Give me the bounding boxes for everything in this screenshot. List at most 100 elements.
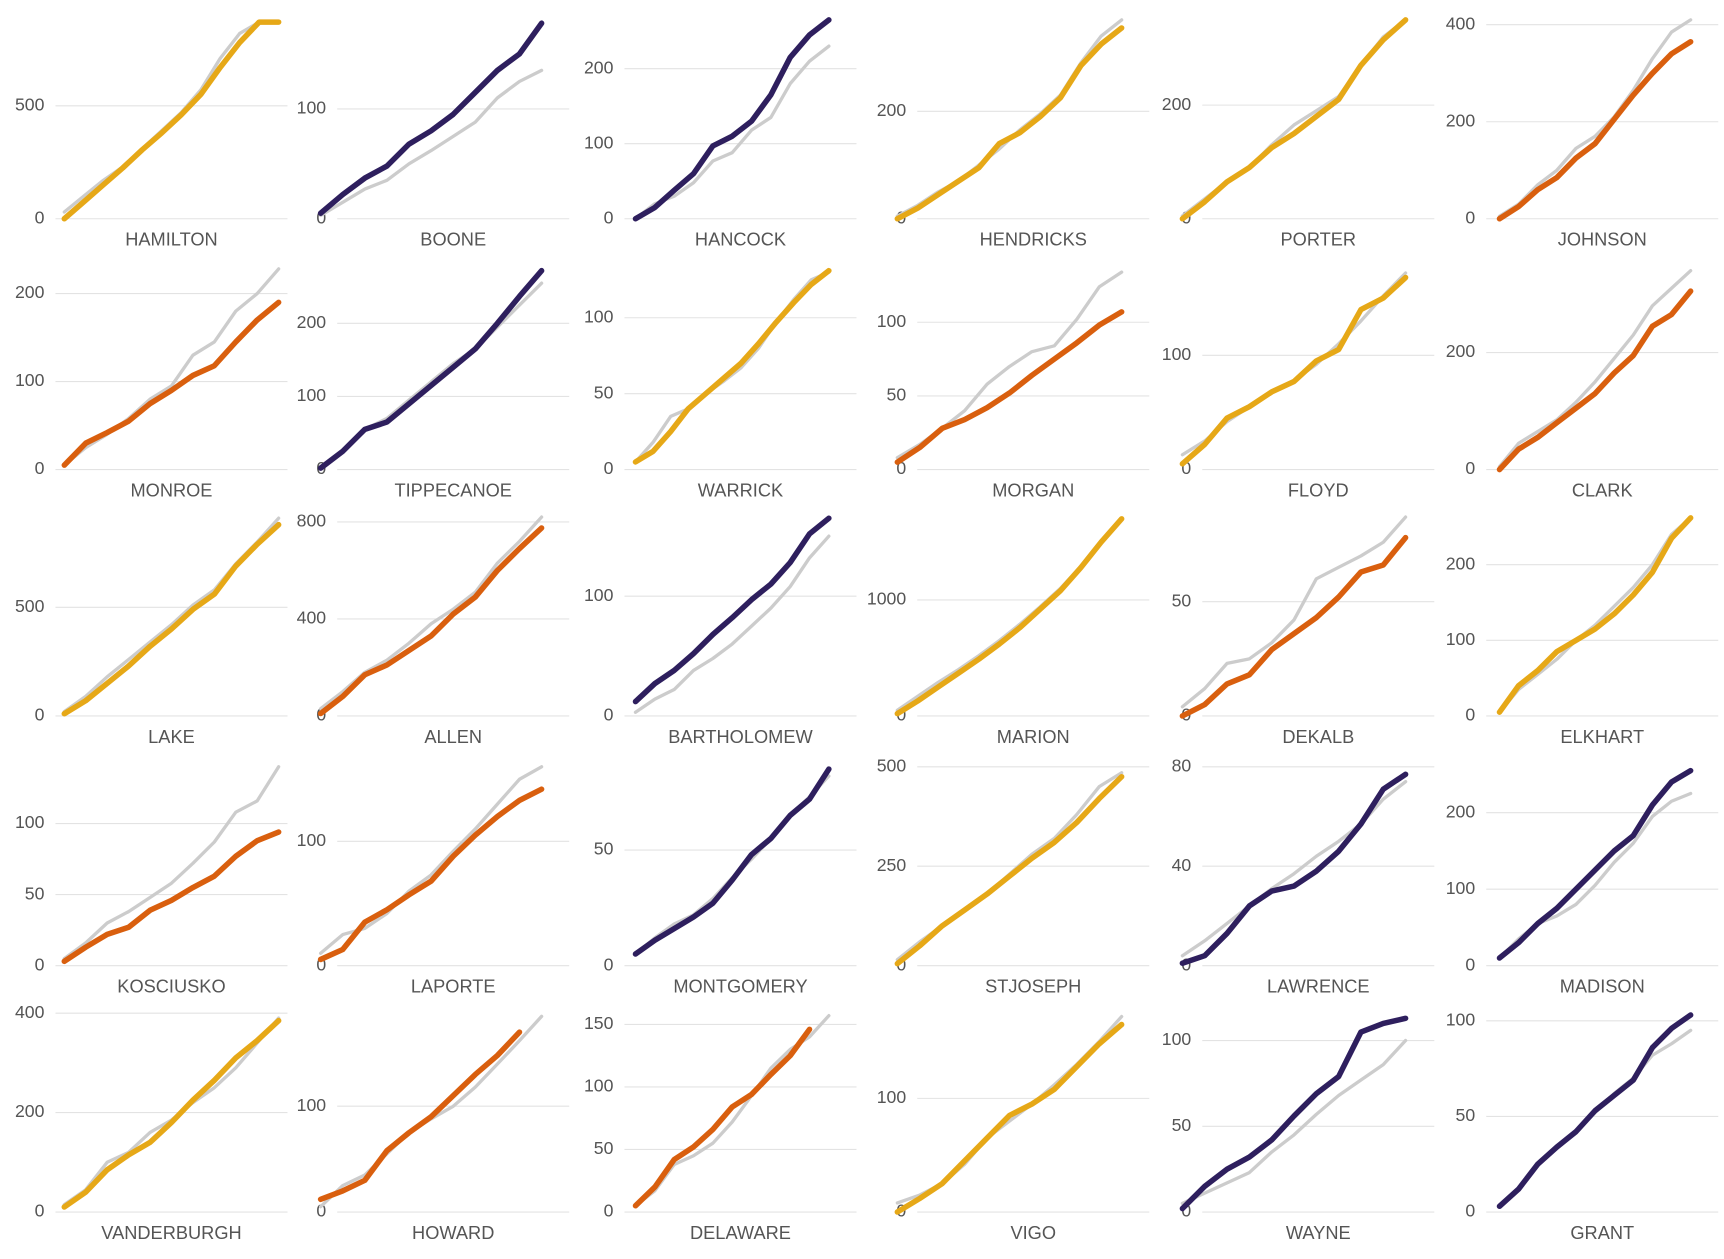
y-tick-label: 400 (1446, 13, 1476, 33)
y-tick-label: 100 (584, 132, 614, 152)
series-line (1496, 288, 1694, 473)
series-line (1496, 515, 1694, 715)
y-tick-label: 0 (316, 207, 326, 227)
series-line (632, 17, 832, 222)
y-tick-label: 400 (15, 1002, 45, 1022)
y-tick-label: 100 (1446, 1009, 1476, 1029)
panel-title: PORTER (1281, 230, 1357, 250)
series-line (318, 515, 544, 711)
panel-title: STJOSEPH (985, 977, 1081, 997)
y-tick-label: 100 (584, 1076, 614, 1096)
y-tick-label: 0 (35, 705, 45, 725)
panel-title: GRANT (1570, 1223, 1634, 1243)
y-tick-label: 0 (316, 954, 326, 974)
y-tick-label: 1000 (867, 589, 906, 609)
series-line (894, 1021, 1125, 1215)
y-tick-label: 50 (1172, 1115, 1192, 1135)
series-line (633, 534, 831, 714)
y-tick-label: 50 (25, 883, 45, 903)
y-tick-label: 400 (297, 608, 327, 628)
y-tick-label: 50 (594, 839, 614, 859)
series-line (632, 515, 832, 705)
series-line (895, 270, 1124, 460)
series-line (61, 829, 282, 965)
y-tick-label: 100 (15, 370, 45, 390)
series-line (317, 267, 545, 471)
series-line (317, 786, 545, 963)
panel-title: MARION (997, 727, 1070, 747)
series-line (632, 267, 832, 465)
panel-title: VIGO (1010, 1223, 1056, 1243)
series-line (1180, 515, 1408, 709)
y-tick-label: 100 (297, 385, 327, 405)
panel-title: MADISON (1560, 977, 1645, 997)
series-line (318, 765, 544, 955)
series-line (1179, 771, 1409, 966)
y-tick-label: 0 (35, 954, 45, 974)
y-tick-label: 0 (1181, 1201, 1191, 1221)
y-tick-label: 0 (35, 1201, 45, 1221)
panel-title: WAYNE (1286, 1223, 1351, 1243)
y-tick-label: 500 (15, 94, 45, 114)
y-tick-label: 0 (1465, 1201, 1475, 1221)
y-tick-label: 200 (297, 312, 327, 332)
series-line (1179, 274, 1409, 467)
series-line (632, 766, 832, 957)
y-tick-label: 0 (35, 458, 45, 478)
y-tick-label: 100 (15, 812, 45, 832)
y-tick-label: 500 (877, 755, 907, 775)
series-line (1179, 1015, 1409, 1212)
panel-title: DELAWARE (690, 1223, 791, 1243)
series-line (1179, 17, 1409, 222)
series-line (317, 20, 545, 216)
series-line (1496, 1012, 1694, 1210)
panel-title: MONROE (130, 480, 212, 500)
y-tick-label: 50 (1456, 1105, 1476, 1125)
y-tick-label: 0 (1465, 705, 1475, 725)
panel-title: MONTGOMERY (673, 977, 807, 997)
y-tick-label: 100 (877, 311, 907, 331)
y-tick-label: 0 (316, 1201, 326, 1221)
series-line (894, 309, 1125, 465)
series-line (894, 516, 1125, 717)
y-tick-label: 0 (35, 207, 45, 227)
y-tick-label: 200 (1446, 801, 1476, 821)
panel-title: LAKE (148, 727, 195, 747)
y-tick-label: 100 (1446, 878, 1476, 898)
panel-title: BARTHOLOMEW (668, 727, 813, 747)
series-line (317, 525, 545, 717)
series-line (1179, 534, 1409, 719)
y-tick-label: 200 (1446, 553, 1476, 573)
panel-title: WARRICK (698, 480, 783, 500)
y-tick-label: 200 (1162, 94, 1192, 114)
panel-title: ELKHART (1560, 727, 1644, 747)
panel-title: TIPPECANOE (394, 480, 511, 500)
y-tick-label: 200 (584, 57, 614, 77)
y-tick-label: 0 (1465, 458, 1475, 478)
series-line (61, 521, 282, 717)
series-line (317, 1029, 523, 1203)
series-line (62, 516, 281, 714)
panel-title: DEKALB (1282, 727, 1354, 747)
series-line (62, 765, 281, 961)
y-tick-label: 800 (297, 511, 327, 531)
series-line (632, 1026, 813, 1209)
series-line (1496, 39, 1694, 222)
panel-title: KOSCIUSKO (117, 977, 225, 997)
series-line (894, 25, 1125, 222)
y-tick-label: 500 (15, 596, 45, 616)
y-tick-label: 0 (896, 954, 906, 974)
y-tick-label: 0 (896, 458, 906, 478)
y-tick-label: 100 (1162, 1029, 1192, 1049)
panel-title: BOONE (420, 230, 486, 250)
y-tick-label: 200 (1446, 110, 1476, 130)
panel-title: CLARK (1572, 480, 1633, 500)
y-tick-label: 0 (604, 207, 614, 227)
y-tick-label: 100 (584, 306, 614, 326)
y-tick-label: 0 (604, 954, 614, 974)
y-tick-label: 0 (1465, 954, 1475, 974)
series-line (1497, 269, 1693, 469)
y-tick-label: 200 (877, 100, 907, 120)
